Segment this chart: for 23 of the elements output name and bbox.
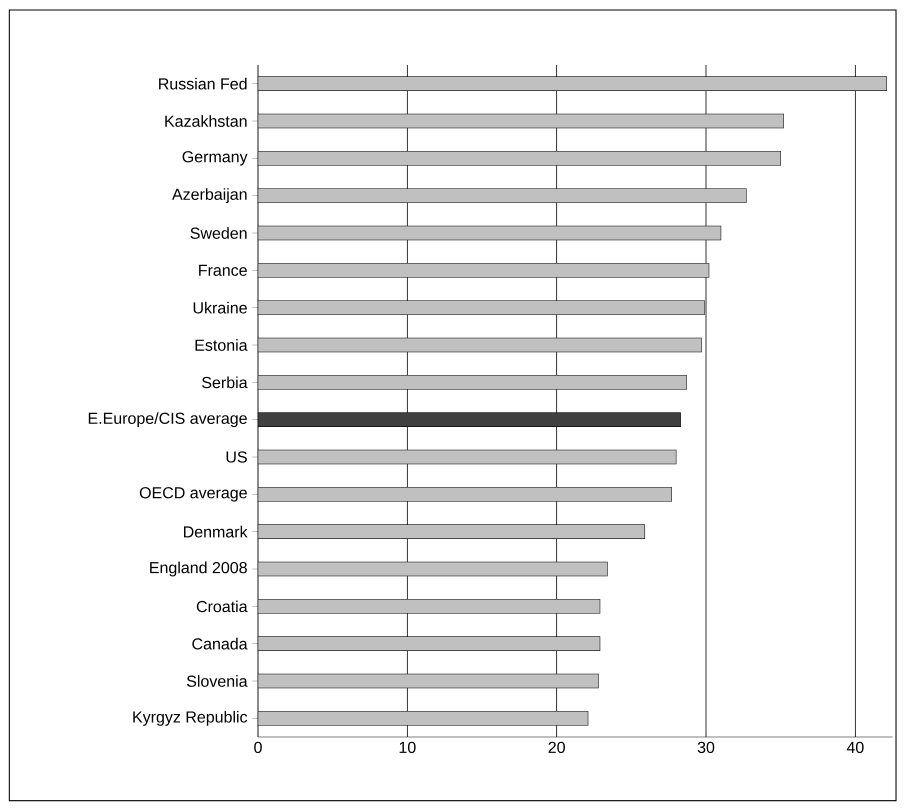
- y-tick-label: Sweden: [190, 227, 247, 239]
- y-tick-label: Azerbaijan: [172, 188, 247, 204]
- x-tick-label: 40: [846, 742, 864, 754]
- y-tick-label: Estonia: [196, 339, 248, 351]
- x-tick-label: 30: [698, 742, 714, 754]
- y-tick-label: Serbia: [202, 376, 248, 388]
- y-tick-label: Denmark: [184, 526, 248, 538]
- y-tick-label: Kazakhstan: [165, 115, 247, 127]
- y-tick-label: US: [226, 451, 247, 463]
- y-tick-label: France: [199, 264, 247, 276]
- y-tick-label: OECD average: [140, 487, 247, 502]
- y-tick-label: Germany: [182, 151, 248, 166]
- y-tick-label: Canada: [192, 638, 248, 650]
- y-tick-label: Russian Fed: [159, 78, 247, 90]
- y-tick-label: Croatia: [196, 600, 248, 612]
- y-tick-label: Ukraine: [194, 302, 247, 314]
- y-tick-label: England 2008: [150, 562, 247, 576]
- y-tick-label: Kyrgyz Republic: [133, 710, 248, 726]
- x-tick-label: 10: [400, 742, 416, 754]
- x-tick-label: 0: [254, 742, 262, 754]
- y-tick-label: Slovenia: [186, 675, 248, 687]
- y-tick-label: E.Europe/CIS average: [88, 412, 247, 428]
- x-tick-label: 20: [548, 742, 565, 754]
